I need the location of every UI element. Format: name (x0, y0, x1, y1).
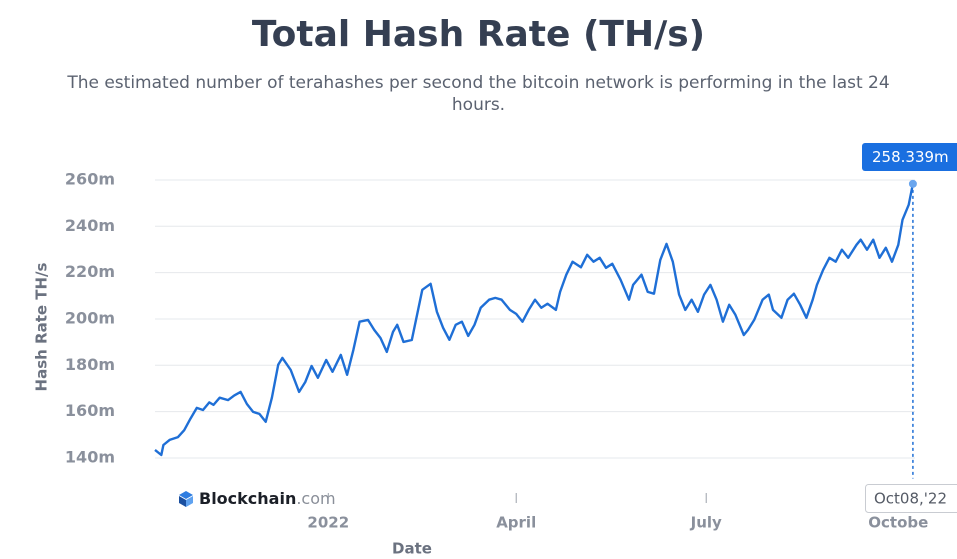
x-tick-label: Octobe (868, 514, 928, 532)
x-tick-label: 2022 (307, 514, 349, 532)
data-line (154, 183, 915, 457)
watermark-text: Blockchain.com (199, 489, 336, 508)
tooltip-date: Oct08,'22 (874, 490, 947, 508)
y-tick-label: 160m (65, 401, 115, 420)
y-tick-label: 240m (65, 216, 115, 235)
tooltip-box (862, 143, 957, 171)
tooltip-value: 258.339m (872, 148, 949, 166)
watermark-icon (179, 491, 193, 499)
chart-subtitle: The estimated number of terahashes per s… (67, 73, 890, 115)
x-tick-label: July (690, 514, 722, 532)
watermark-icon (179, 496, 186, 507)
watermark-brand: Blockchain (199, 489, 296, 508)
x-axis-label: Date (392, 540, 432, 558)
watermark-icon (186, 496, 193, 507)
y-axis-label: Hash Rate TH/s (33, 262, 51, 391)
y-tick-label: 180m (65, 355, 115, 374)
tooltip-date-box (865, 484, 957, 513)
y-tick-label: 220m (65, 262, 115, 281)
x-tick-label: April (496, 514, 536, 532)
y-tick-label: 200m (65, 308, 115, 327)
last-point (908, 179, 917, 188)
y-tick-label: 140m (65, 447, 115, 466)
watermark-suffix: .com (296, 489, 335, 508)
chart-title: Total Hash Rate (TH/s) (251, 14, 706, 55)
watermark: Blockchain.com (179, 489, 336, 508)
y-tick-label: 260m (65, 169, 115, 188)
